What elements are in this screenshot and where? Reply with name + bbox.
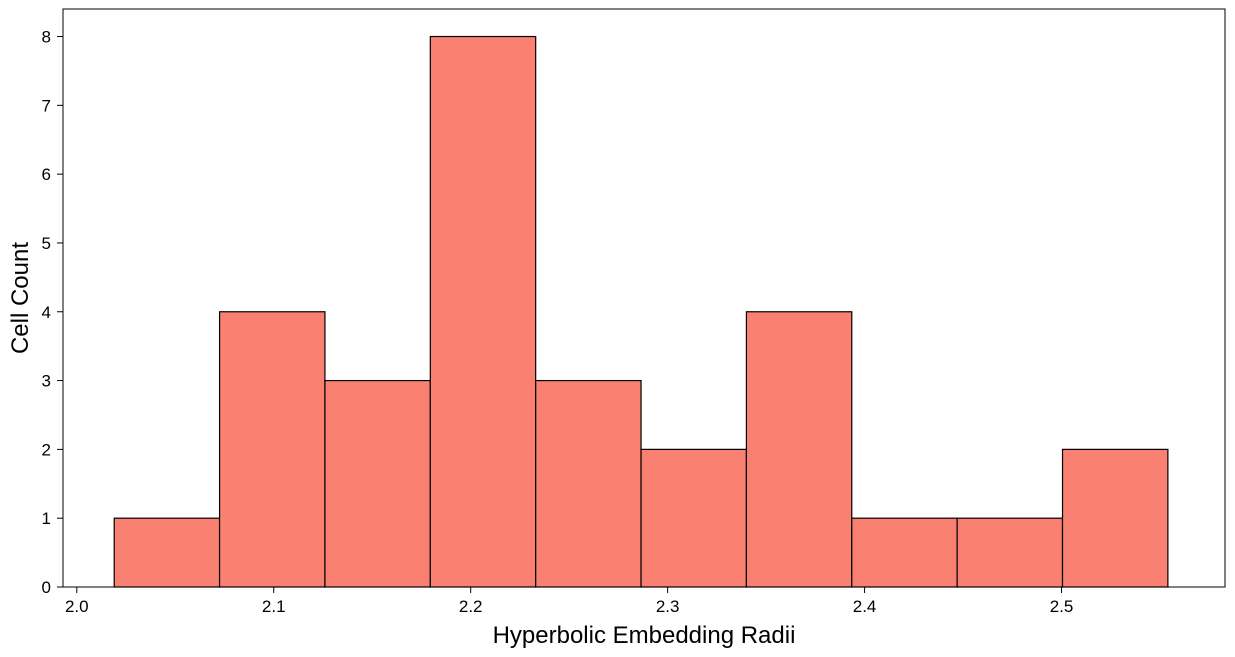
histogram-bar xyxy=(745,311,853,588)
x-tick-label: 2.2 xyxy=(459,597,483,616)
y-axis-title: Cell Count xyxy=(7,242,34,354)
x-axis-ticks: 2.0 2.1 2.2 2.3 2.4 2.5 xyxy=(65,587,1073,616)
y-tick-label: 6 xyxy=(42,165,51,184)
x-tick-label: 2.5 xyxy=(1050,597,1074,616)
histogram-bar xyxy=(1061,448,1169,588)
x-tick-label: 2.4 xyxy=(853,597,877,616)
y-tick-label: 2 xyxy=(42,440,51,459)
histogram-bar xyxy=(429,35,537,588)
histogram-bar xyxy=(956,517,1064,588)
histogram-bar xyxy=(851,517,958,588)
histogram-bar xyxy=(113,517,221,588)
histogram-bar xyxy=(535,379,642,588)
y-axis-ticks: 0 1 2 3 4 5 6 7 8 xyxy=(42,28,63,597)
x-axis-title: Hyperbolic Embedding Radii xyxy=(493,622,796,649)
histogram-bar xyxy=(640,448,748,588)
y-tick-label: 7 xyxy=(42,96,51,115)
x-tick-label: 2.3 xyxy=(656,597,680,616)
y-tick-label: 4 xyxy=(42,303,51,322)
histogram-bar xyxy=(218,311,326,588)
x-tick-label: 2.0 xyxy=(65,597,89,616)
x-tick-label: 2.1 xyxy=(262,597,286,616)
y-tick-label: 1 xyxy=(42,509,51,528)
y-tick-label: 5 xyxy=(42,234,51,253)
histogram-bar xyxy=(324,379,431,588)
plot-frame xyxy=(62,8,1226,588)
histogram-bars xyxy=(113,35,1169,588)
y-tick-label: 8 xyxy=(42,28,51,47)
y-tick-label: 3 xyxy=(42,372,51,391)
y-tick-label: 0 xyxy=(42,578,51,597)
